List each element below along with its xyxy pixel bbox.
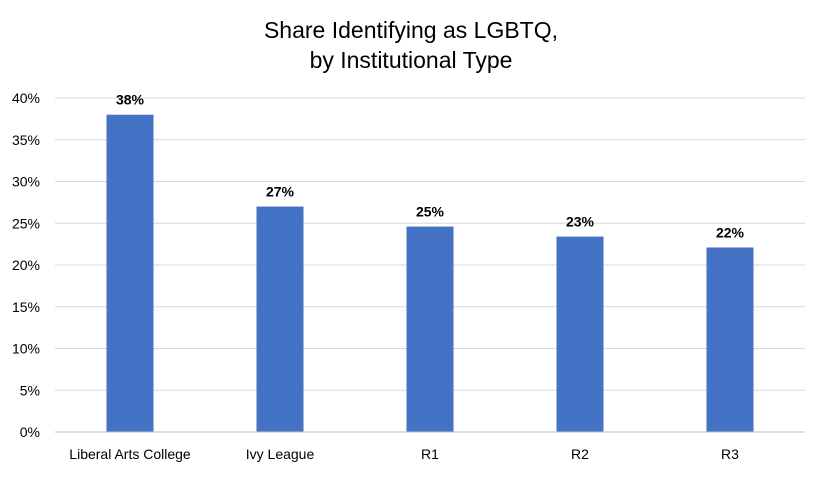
y-tick-label: 15% xyxy=(12,299,40,315)
x-axis-categories: Liberal Arts College Ivy League R1 R2 R3 xyxy=(69,446,739,462)
bar xyxy=(556,236,604,432)
x-category-label: R2 xyxy=(571,446,589,462)
x-category-label: Ivy League xyxy=(246,446,315,462)
data-label: 22% xyxy=(716,224,745,240)
chart-title-line-1: Share Identifying as LGBTQ, xyxy=(264,17,558,43)
bar xyxy=(406,226,454,432)
bar xyxy=(256,206,304,432)
bars xyxy=(106,114,754,432)
y-tick-label: 0% xyxy=(20,424,40,440)
y-tick-label: 35% xyxy=(12,132,40,148)
x-category-label: Liberal Arts College xyxy=(69,446,191,462)
x-category-label: R1 xyxy=(421,446,439,462)
data-label: 25% xyxy=(416,204,445,220)
y-tick-label: 25% xyxy=(12,215,40,231)
x-category-label: R3 xyxy=(721,446,739,462)
data-label: 23% xyxy=(566,214,595,230)
y-tick-label: 10% xyxy=(12,341,40,357)
bar xyxy=(706,247,754,432)
y-tick-label: 40% xyxy=(12,90,40,106)
data-labels: 38% 27% 25% 23% 22% xyxy=(116,92,745,241)
data-label: 38% xyxy=(116,92,145,108)
bar xyxy=(106,114,154,432)
y-axis-ticks: 0% 5% 10% 15% 20% 25% 30% 35% 40% xyxy=(12,90,40,440)
y-tick-label: 5% xyxy=(20,382,40,398)
chart-title-line-2: by Institutional Type xyxy=(310,47,513,73)
y-tick-label: 30% xyxy=(12,174,40,190)
data-label: 27% xyxy=(266,184,295,200)
y-tick-label: 20% xyxy=(12,257,40,273)
